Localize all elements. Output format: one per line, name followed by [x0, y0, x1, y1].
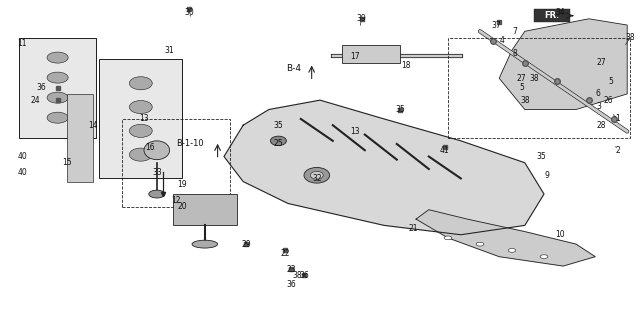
Text: 3: 3 — [596, 102, 601, 111]
Ellipse shape — [476, 242, 484, 246]
Text: 35: 35 — [395, 105, 405, 114]
Text: 13: 13 — [350, 127, 360, 136]
Bar — [173, 194, 237, 225]
Text: 38: 38 — [625, 33, 636, 42]
Text: 21: 21 — [408, 224, 417, 233]
Text: 27: 27 — [596, 58, 607, 67]
Ellipse shape — [129, 124, 152, 137]
Polygon shape — [224, 100, 544, 235]
Text: 29: 29 — [241, 240, 252, 249]
Text: 41: 41 — [440, 146, 450, 155]
Text: 25: 25 — [273, 140, 284, 148]
Text: 40: 40 — [17, 168, 28, 177]
Text: 37: 37 — [491, 21, 501, 29]
Text: 11: 11 — [18, 39, 27, 48]
Text: 31: 31 — [164, 46, 175, 54]
Ellipse shape — [310, 172, 323, 179]
Text: FR.: FR. — [544, 11, 559, 20]
Bar — [19, 38, 96, 138]
Bar — [534, 9, 570, 22]
Text: 36: 36 — [36, 83, 47, 92]
Text: 2: 2 — [615, 146, 620, 155]
Text: 24: 24 — [30, 96, 40, 105]
Text: 38: 38 — [292, 271, 303, 280]
Text: 18: 18 — [402, 61, 411, 70]
Text: 16: 16 — [145, 143, 156, 151]
Ellipse shape — [129, 100, 152, 114]
Text: 36: 36 — [299, 271, 309, 280]
Text: 38: 38 — [529, 74, 540, 83]
Text: 12: 12 — [172, 196, 180, 205]
Text: 17: 17 — [350, 52, 360, 61]
Text: 14: 14 — [88, 121, 98, 130]
Bar — [448, 38, 630, 138]
Text: 15: 15 — [62, 158, 72, 167]
Ellipse shape — [444, 236, 452, 240]
Text: 32: 32 — [312, 174, 322, 183]
Text: 1: 1 — [615, 115, 620, 123]
Polygon shape — [499, 19, 627, 110]
Ellipse shape — [47, 92, 68, 103]
Text: 6: 6 — [596, 90, 601, 98]
Text: B-4: B-4 — [286, 64, 301, 73]
Text: 23: 23 — [286, 265, 296, 274]
Text: 20: 20 — [177, 202, 188, 211]
Text: 34: 34 — [555, 8, 565, 17]
Text: 4: 4 — [500, 36, 505, 45]
Text: 7: 7 — [513, 27, 518, 36]
Text: 19: 19 — [177, 180, 188, 189]
Bar — [122, 119, 230, 207]
Ellipse shape — [270, 136, 287, 146]
Ellipse shape — [149, 190, 165, 198]
Text: 39: 39 — [356, 14, 367, 23]
Ellipse shape — [144, 141, 170, 160]
Text: 10: 10 — [555, 230, 565, 239]
Polygon shape — [416, 210, 595, 266]
Ellipse shape — [304, 167, 330, 183]
Text: 26: 26 — [603, 96, 613, 105]
Ellipse shape — [47, 112, 68, 123]
Bar — [67, 94, 93, 182]
Text: 35: 35 — [273, 121, 284, 130]
Bar — [99, 59, 182, 178]
Text: 36: 36 — [286, 280, 296, 289]
Text: 30: 30 — [184, 8, 194, 17]
Ellipse shape — [47, 72, 68, 83]
Text: 9: 9 — [545, 171, 550, 180]
Ellipse shape — [129, 77, 152, 90]
Text: 5: 5 — [609, 77, 614, 86]
Ellipse shape — [540, 255, 548, 259]
Ellipse shape — [47, 52, 68, 63]
Text: 33: 33 — [152, 168, 162, 177]
Text: 35: 35 — [536, 152, 546, 161]
Text: 27: 27 — [516, 74, 527, 83]
Text: B-1-10: B-1-10 — [176, 140, 204, 148]
Text: 22: 22 — [280, 249, 289, 258]
Bar — [342, 45, 400, 63]
Ellipse shape — [192, 240, 218, 248]
Ellipse shape — [508, 249, 516, 252]
Text: 40: 40 — [17, 152, 28, 161]
Text: 13: 13 — [139, 115, 149, 123]
Ellipse shape — [129, 148, 152, 161]
Text: 28: 28 — [597, 121, 606, 130]
Text: 38: 38 — [520, 96, 530, 105]
Text: 8: 8 — [513, 49, 518, 58]
Text: 5: 5 — [519, 83, 524, 92]
